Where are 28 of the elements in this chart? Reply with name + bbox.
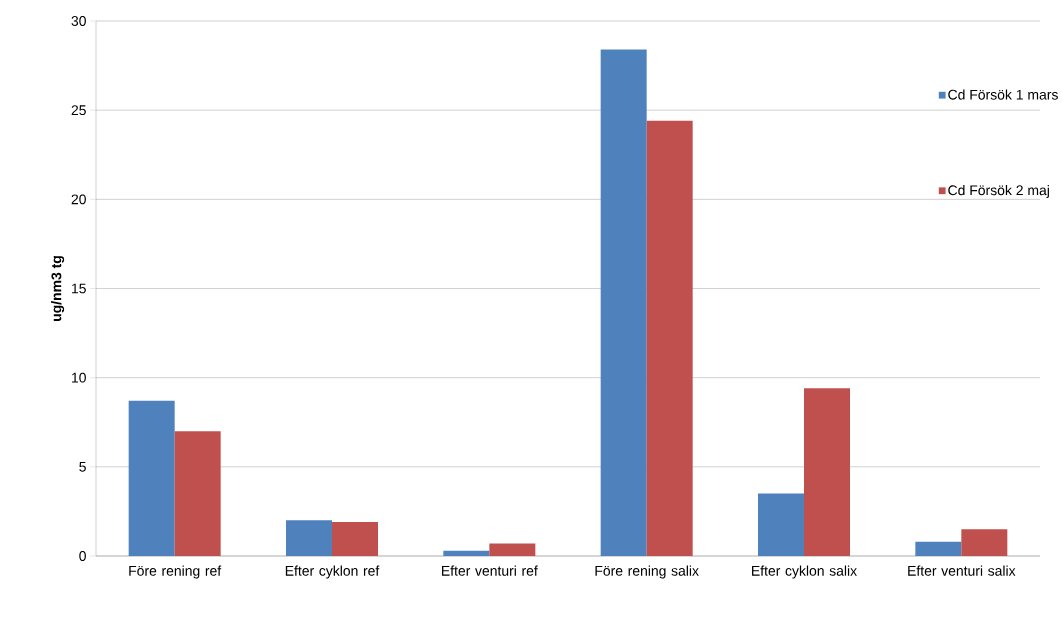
y-tick-label: 25 [71, 105, 86, 116]
y-tick-label: 5 [79, 461, 86, 472]
legend-label: Cd Försök 1 mars [948, 89, 1058, 100]
x-tick-label: Efter venturi salix [908, 565, 1016, 576]
bar [489, 543, 536, 556]
bar [646, 120, 693, 556]
x-tick-label: Efter venturi ref [442, 565, 538, 576]
bar [804, 388, 851, 556]
y-tick-label: 15 [72, 283, 86, 294]
y-axis-title: ug/nm3 tg [51, 256, 65, 321]
bar [332, 522, 378, 556]
y-tick-label: 30 [71, 16, 86, 26]
bar [443, 550, 490, 556]
bar [600, 49, 647, 556]
y-tick-label: 20 [71, 194, 86, 205]
y-tick-label: 10 [72, 372, 86, 383]
bar [128, 400, 175, 556]
x-tick-label: Före rening salix [595, 565, 699, 579]
x-tick-label: Före rening ref [129, 565, 222, 579]
x-tick-label: Efter cyklon ref [285, 565, 380, 579]
y-tick-label: 0 [79, 551, 86, 561]
legend-label: Cd Försök 2 maj [948, 184, 1049, 198]
bar [915, 541, 962, 556]
bar [961, 529, 1008, 556]
bar [758, 493, 804, 556]
x-tick-label: Efter cyklon salix [752, 565, 857, 579]
bar [286, 520, 332, 556]
bar [174, 431, 221, 556]
